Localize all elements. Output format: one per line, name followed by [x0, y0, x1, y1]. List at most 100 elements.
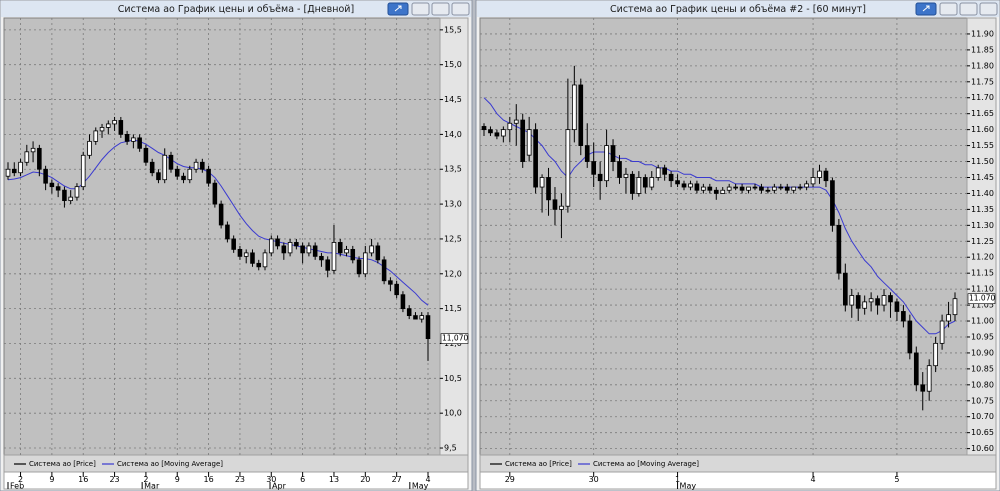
y-tick-label: 10.65: [971, 428, 994, 437]
chart-window: Система ао График цены и объёма - [Дневн…: [0, 0, 473, 491]
candle-body: [181, 175, 186, 181]
candle-body: [269, 238, 274, 254]
y-tick-label: 12,5: [444, 234, 462, 243]
y-tick-label: 10.75: [971, 396, 994, 405]
restore-button[interactable]: [431, 2, 450, 16]
y-tick-label: 11.45: [971, 173, 994, 182]
candle-body: [419, 315, 425, 320]
candle-body: [791, 186, 797, 191]
y-tick-label: 10.95: [971, 332, 994, 341]
candle-body: [124, 133, 130, 142]
candle-body: [350, 248, 356, 261]
y-tick-label: 11.65: [971, 109, 994, 118]
y-tick-label: 10.90: [971, 348, 994, 357]
month-label: Feb: [10, 482, 24, 491]
month-label: May: [680, 482, 697, 491]
candle-body: [907, 320, 913, 354]
candle-body: [168, 154, 174, 170]
candle-body: [300, 245, 305, 254]
y-tick-label: 11.85: [971, 45, 994, 54]
candle-body: [675, 180, 680, 185]
legend-label: Система ао [Moving Average]: [593, 460, 699, 468]
candle-body: [888, 295, 893, 303]
window-title: Система ао График цены и объёма - [Дневн…: [118, 4, 354, 15]
candle-body: [759, 186, 764, 191]
candle-body: [388, 280, 393, 285]
candle-body: [325, 259, 330, 271]
x-tick-label: 9: [175, 475, 180, 484]
candle-body: [539, 177, 545, 188]
candle-body: [93, 130, 99, 142]
candle-body: [636, 177, 642, 194]
legend-label: Система ао [Moving Average]: [117, 460, 223, 468]
candle-body: [256, 262, 262, 268]
candle-body: [739, 186, 745, 191]
y-tick-label: 11.15: [971, 269, 994, 278]
y-tick-label: 11.00: [971, 317, 994, 326]
candle-body: [24, 151, 30, 163]
x-tick-label: 4: [811, 475, 816, 484]
candle-body: [939, 320, 945, 344]
legend-label: Система ао [Price]: [505, 460, 572, 468]
candle-body: [610, 145, 616, 162]
candle-body: [287, 242, 293, 254]
x-tick-label: 2: [18, 475, 23, 484]
candle-body: [394, 283, 399, 296]
y-tick-label: 14,0: [444, 130, 462, 139]
candle-body: [546, 177, 551, 201]
candle-body: [206, 168, 211, 184]
last-price-box: [440, 333, 469, 344]
candle-body: [933, 342, 938, 367]
candle-body: [701, 186, 706, 191]
y-tick-label: 11.60: [971, 125, 994, 134]
x-tick-label: 4: [425, 475, 430, 484]
plot-area: [479, 17, 968, 456]
y-tick-label: 11.55: [971, 141, 994, 150]
candle-body: [149, 161, 155, 174]
candle-body: [131, 137, 136, 142]
candle-body: [752, 186, 758, 189]
last-price-label: 11.070: [969, 294, 995, 303]
candle-body: [662, 167, 667, 175]
candle-body: [481, 126, 487, 131]
candle-body: [784, 186, 790, 191]
candle-body: [106, 123, 111, 128]
candle-body: [80, 154, 86, 188]
month-label: Mar: [144, 482, 160, 491]
x-tick-label: 16: [78, 475, 88, 484]
minimize-button[interactable]: [939, 2, 958, 16]
candle-body: [312, 245, 318, 257]
x-tick-label: 13: [329, 475, 339, 484]
candle-body: [275, 238, 280, 247]
candle-body: [765, 189, 771, 192]
date-axis: [479, 471, 997, 490]
candle-body: [565, 129, 571, 207]
candle-body: [55, 186, 61, 191]
candle-body: [425, 315, 431, 340]
candle-body: [520, 119, 526, 162]
candle-body: [920, 384, 926, 392]
candle-body: [99, 127, 105, 132]
candle-body: [913, 352, 919, 386]
candle-body: [901, 311, 906, 322]
candle-body: [18, 161, 23, 174]
y-tick-label: 10,0: [444, 409, 462, 418]
close-button[interactable]: [451, 2, 470, 16]
candle-body: [946, 314, 951, 322]
price-axis: [439, 17, 469, 456]
x-tick-label: 29: [505, 475, 515, 484]
candle-body: [668, 173, 674, 182]
candle-body: [720, 189, 726, 194]
x-tick-label: 27: [392, 475, 402, 484]
restore-button[interactable]: [959, 2, 978, 16]
candle-body: [413, 315, 418, 320]
candle-body: [68, 196, 73, 202]
minimize-button[interactable]: [411, 2, 430, 16]
y-tick-label: 11.30: [971, 221, 994, 230]
x-tick-label: 23: [109, 475, 119, 484]
y-tick-label: 11.35: [971, 205, 994, 214]
close-button[interactable]: [979, 2, 998, 16]
moving-average-line: [483, 97, 956, 335]
candle-body: [74, 186, 80, 198]
